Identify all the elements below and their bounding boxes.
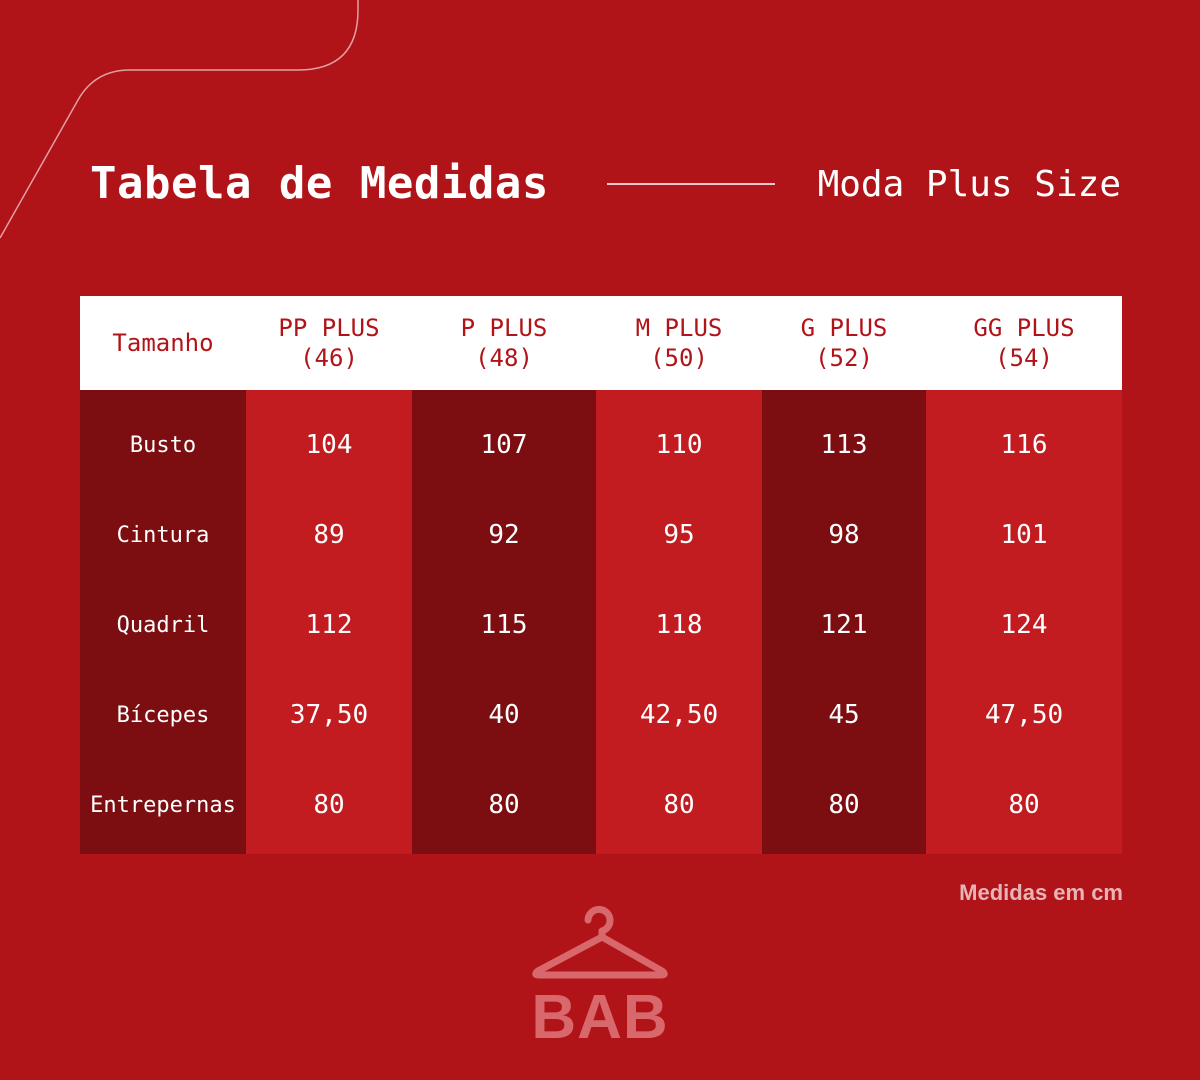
row-label-entrepernas: Entrepernas [90, 792, 236, 818]
row-label-bicepes: Bícepes [116, 702, 210, 728]
units-note: Medidas em cm [959, 880, 1123, 905]
column-header-gg-plus: GG PLUS (54) [973, 314, 1075, 372]
table-cell: 118 [655, 610, 703, 640]
table-cell: 80 [828, 790, 860, 820]
table-cell: 113 [820, 430, 868, 460]
size-table: Tamanho PP PLUS (46) P PLUS (48) M PLUS … [80, 296, 1122, 854]
table-corner-label: Tamanho [112, 329, 214, 357]
column-header-g-plus: G PLUS (52) [800, 314, 888, 372]
table-cell: 80 [1008, 790, 1040, 820]
column-header-pp-plus: PP PLUS (46) [278, 314, 380, 372]
table-cell: 80 [488, 790, 520, 820]
page-subtitle: Moda Plus Size [817, 164, 1121, 205]
column-g-plus: 113 98 121 45 80 [762, 390, 926, 854]
table-body: Busto Cintura Quadril Bícepes Entreperna… [80, 390, 1122, 854]
column-p-plus: 107 92 115 40 80 [412, 390, 596, 854]
row-label-quadril: Quadril [116, 612, 210, 638]
table-cell: 37,50 [289, 700, 369, 730]
table-cell: 42,50 [639, 700, 719, 730]
row-labels-column: Busto Cintura Quadril Bícepes Entreperna… [80, 390, 246, 854]
table-cell: 110 [655, 430, 703, 460]
table-cell: 92 [488, 520, 520, 550]
table-cell: 124 [1000, 610, 1048, 640]
table-cell: 95 [663, 520, 695, 550]
column-gg-plus: 116 101 124 47,50 80 [926, 390, 1122, 854]
column-pp-plus: 104 89 112 37,50 80 [246, 390, 412, 854]
table-cell: 47,50 [984, 700, 1064, 730]
column-header-m-plus: M PLUS (50) [635, 314, 723, 372]
table-cell: 107 [480, 430, 528, 460]
brand-logo-text: BAB [531, 983, 669, 1052]
table-cell: 112 [305, 610, 353, 640]
row-label-busto: Busto [129, 432, 197, 458]
page-title: Tabela de Medidas [90, 158, 549, 209]
table-cell: 80 [663, 790, 695, 820]
table-cell: 115 [480, 610, 528, 640]
title-divider [607, 183, 775, 185]
table-cell: 89 [313, 520, 345, 550]
table-cell: 116 [1000, 430, 1048, 460]
hanger-icon [532, 905, 668, 979]
column-header-p-plus: P PLUS (48) [460, 314, 548, 372]
row-label-cintura: Cintura [116, 522, 210, 548]
table-cell: 45 [828, 700, 860, 730]
column-m-plus: 110 95 118 42,50 80 [596, 390, 762, 854]
table-header-row: Tamanho PP PLUS (46) P PLUS (48) M PLUS … [80, 296, 1122, 390]
table-cell: 98 [828, 520, 860, 550]
table-cell: 121 [820, 610, 868, 640]
table-cell: 80 [313, 790, 345, 820]
decorative-corner-line [0, 0, 359, 239]
table-cell: 40 [488, 700, 520, 730]
table-cell: 104 [305, 430, 353, 460]
table-cell: 101 [1000, 520, 1048, 550]
